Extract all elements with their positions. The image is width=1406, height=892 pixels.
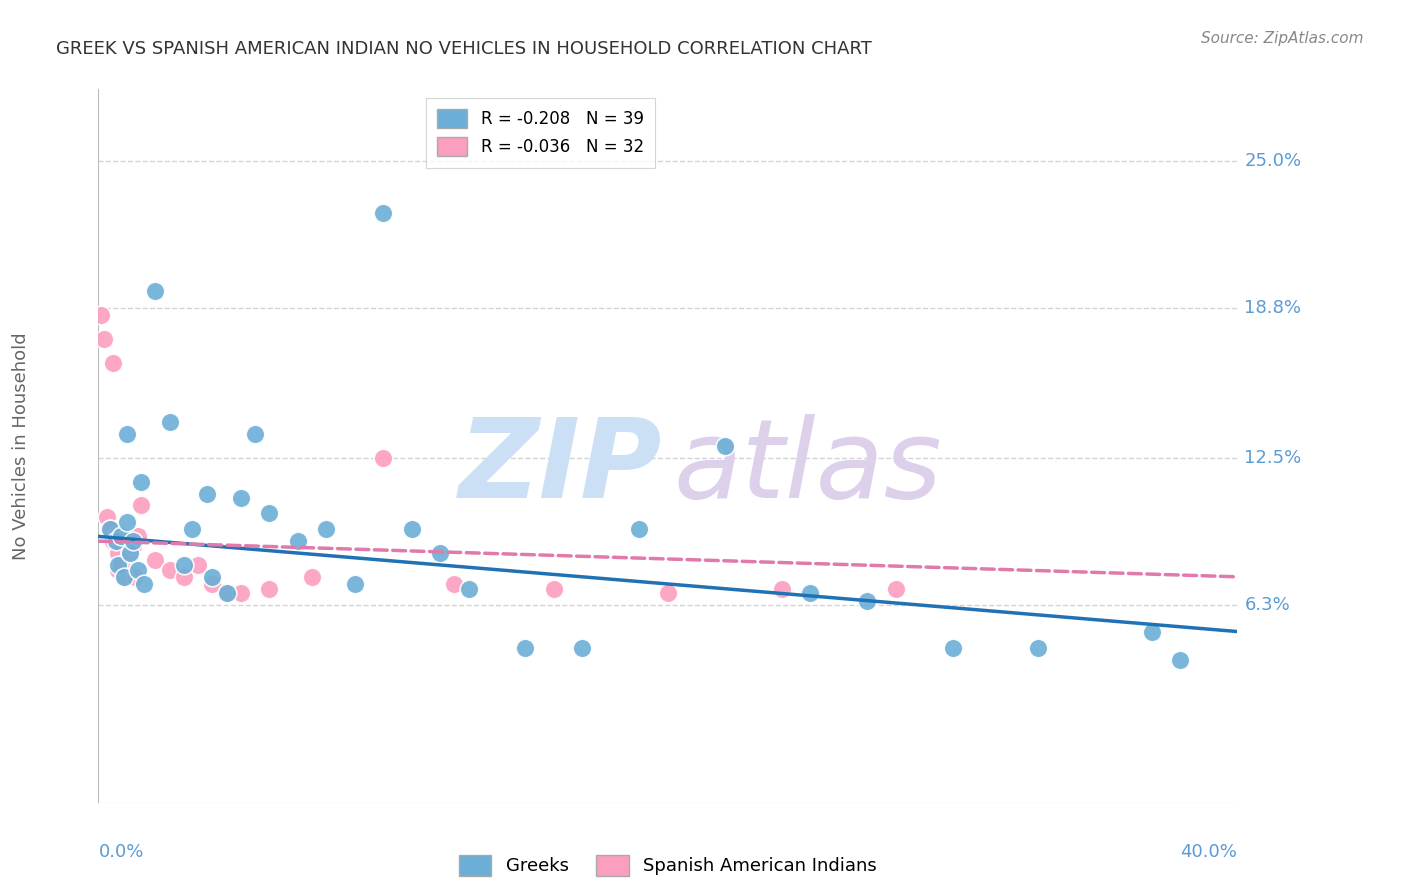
Point bbox=[243, 427, 266, 442]
Point bbox=[107, 558, 129, 572]
Point bbox=[287, 534, 309, 549]
Point bbox=[112, 570, 135, 584]
Point bbox=[159, 415, 181, 429]
Point bbox=[371, 450, 394, 465]
Point bbox=[118, 546, 141, 560]
Point bbox=[187, 558, 209, 572]
Point bbox=[96, 510, 118, 524]
Point bbox=[132, 577, 155, 591]
Text: 40.0%: 40.0% bbox=[1181, 843, 1237, 861]
Point bbox=[129, 499, 152, 513]
Point bbox=[101, 534, 124, 549]
Point bbox=[124, 570, 146, 584]
Point bbox=[714, 439, 737, 453]
Legend: Greeks, Spanish American Indians: Greeks, Spanish American Indians bbox=[449, 844, 887, 887]
Point bbox=[115, 515, 138, 529]
Text: 6.3%: 6.3% bbox=[1244, 597, 1291, 615]
Point bbox=[571, 641, 593, 656]
Point bbox=[799, 586, 821, 600]
Point bbox=[110, 558, 132, 572]
Point bbox=[215, 586, 238, 600]
Point bbox=[90, 308, 112, 322]
Point bbox=[129, 475, 152, 489]
Point bbox=[98, 522, 121, 536]
Point bbox=[229, 491, 252, 506]
Point bbox=[101, 356, 124, 370]
Point bbox=[884, 582, 907, 596]
Point bbox=[181, 522, 204, 536]
Point bbox=[195, 486, 218, 500]
Point bbox=[145, 553, 167, 567]
Point bbox=[457, 582, 479, 596]
Point bbox=[159, 563, 181, 577]
Point bbox=[543, 582, 565, 596]
Point bbox=[343, 577, 366, 591]
Point bbox=[770, 582, 793, 596]
Text: 25.0%: 25.0% bbox=[1244, 152, 1302, 169]
Point bbox=[115, 427, 138, 442]
Point bbox=[301, 570, 323, 584]
Point bbox=[229, 586, 252, 600]
Text: No Vehicles in Household: No Vehicles in Household bbox=[13, 332, 30, 560]
Point bbox=[201, 570, 224, 584]
Point bbox=[98, 522, 121, 536]
Point bbox=[1140, 624, 1163, 639]
Point bbox=[201, 577, 224, 591]
Text: atlas: atlas bbox=[673, 414, 942, 521]
Point bbox=[1026, 641, 1049, 656]
Point bbox=[315, 522, 337, 536]
Point bbox=[515, 641, 537, 656]
Point bbox=[107, 563, 129, 577]
Point bbox=[401, 522, 423, 536]
Point bbox=[107, 546, 129, 560]
Point bbox=[443, 577, 465, 591]
Point bbox=[104, 534, 127, 549]
Point bbox=[429, 546, 451, 560]
Point bbox=[259, 582, 281, 596]
Point bbox=[127, 563, 149, 577]
Point bbox=[121, 539, 143, 553]
Point bbox=[110, 529, 132, 543]
Point bbox=[145, 285, 167, 299]
Point bbox=[215, 586, 238, 600]
Text: ZIP: ZIP bbox=[458, 414, 662, 521]
Point bbox=[173, 558, 195, 572]
Point bbox=[628, 522, 651, 536]
Point bbox=[371, 206, 394, 220]
Point bbox=[93, 332, 115, 346]
Point bbox=[118, 546, 141, 560]
Text: Source: ZipAtlas.com: Source: ZipAtlas.com bbox=[1201, 31, 1364, 46]
Text: 18.8%: 18.8% bbox=[1244, 299, 1302, 317]
Point bbox=[657, 586, 679, 600]
Point bbox=[173, 570, 195, 584]
Point bbox=[115, 534, 138, 549]
Point bbox=[121, 534, 143, 549]
Point bbox=[112, 570, 135, 584]
Point bbox=[259, 506, 281, 520]
Point bbox=[104, 529, 127, 543]
Text: GREEK VS SPANISH AMERICAN INDIAN NO VEHICLES IN HOUSEHOLD CORRELATION CHART: GREEK VS SPANISH AMERICAN INDIAN NO VEHI… bbox=[56, 40, 872, 58]
Point bbox=[856, 593, 879, 607]
Text: 12.5%: 12.5% bbox=[1244, 449, 1302, 467]
Point bbox=[127, 529, 149, 543]
Point bbox=[1170, 653, 1192, 667]
Point bbox=[942, 641, 965, 656]
Text: 0.0%: 0.0% bbox=[98, 843, 143, 861]
